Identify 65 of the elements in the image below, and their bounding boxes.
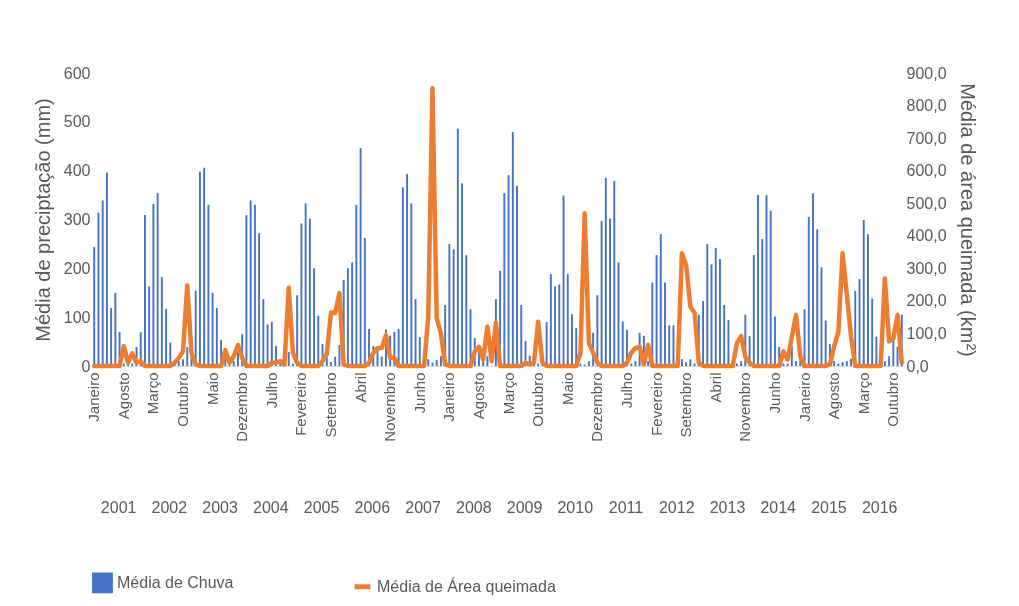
text: 2014 — [760, 499, 797, 516]
y-axis-title: Média de preciptação (mm) — [31, 98, 54, 342]
text: 2002 — [151, 499, 188, 516]
text: 2001 — [100, 499, 137, 516]
x-tick-label: Outubro — [529, 372, 547, 427]
text: 2006 — [354, 499, 391, 516]
x-tick-label: Julho — [262, 372, 280, 409]
text: 2011 — [608, 499, 644, 516]
text: 2009 — [506, 499, 543, 516]
y2-tick-label: 900,0 — [906, 64, 947, 82]
x-tick-label: Agosto — [469, 372, 487, 420]
x-tick-label: Março — [499, 372, 517, 415]
y2-tick-label: 400,0 — [906, 227, 947, 245]
x-tick-label: Julho — [617, 372, 635, 409]
x-tick-label: Março — [854, 372, 872, 415]
x-tick-label: Janeiro — [440, 372, 458, 422]
y2-axis-title: Média de área queimada (km²) — [956, 83, 979, 357]
x-tick-label: Abril — [351, 372, 369, 403]
y2-tick-label: 600,0 — [906, 162, 947, 180]
text: 2007 — [405, 499, 441, 516]
y-tick-label: 100 — [63, 308, 91, 326]
text: 2015 — [811, 499, 847, 516]
x-tick-label: Setembro — [321, 372, 339, 438]
y-tick-label: 300 — [63, 211, 91, 228]
y-tick-label: 0 — [81, 357, 91, 375]
x-tick-label: Dezembro — [588, 372, 606, 442]
y2-tick-label: 0,0 — [906, 357, 929, 375]
text: 2013 — [709, 499, 746, 516]
x-tick-label: Agosto — [114, 372, 132, 420]
y2-tick-label: 300,0 — [906, 259, 947, 277]
x-tick-label: Abril — [706, 372, 724, 403]
y2-tick-label: 100,0 — [906, 324, 947, 342]
x-tick-label: Janeiro — [795, 372, 813, 422]
text: 2003 — [202, 499, 239, 516]
y-tick-label: 600 — [63, 64, 91, 82]
x-tick-label: Junho — [765, 372, 783, 414]
y-tick-label: 200 — [63, 259, 91, 277]
x-tick-label: Maio — [558, 372, 576, 406]
y2-tick-label: 500,0 — [906, 194, 947, 212]
x-tick-label: Novembro — [736, 372, 754, 442]
text: 2008 — [456, 499, 492, 516]
x-tick-label: Junho — [410, 372, 428, 414]
legend-label: Média de Chuva — [117, 573, 234, 591]
x-tick-label: Dezembro — [233, 372, 251, 442]
x-tick-label: Outubro — [174, 372, 192, 427]
y-tick-label: 500 — [63, 113, 91, 131]
legend-label: Média de Área queimada — [377, 576, 556, 595]
x-tick-label: Agosto — [825, 372, 843, 420]
text: 2012 — [658, 499, 695, 516]
y2-tick-label: 200,0 — [906, 292, 947, 310]
y2-tick-label: 800,0 — [906, 97, 947, 115]
x-tick-label: Novembro — [381, 372, 399, 442]
y-tick-label: 400 — [63, 162, 91, 180]
x-tick-label: Fevereiro — [647, 372, 665, 436]
text: 2005 — [303, 499, 340, 516]
x-tick-label: Janeiro — [85, 372, 103, 422]
x-tick-label: Setembro — [677, 372, 695, 438]
x-tick-label: Fevereiro — [292, 372, 310, 436]
text: 2004 — [253, 499, 289, 516]
x-tick-label: Maio — [203, 372, 221, 406]
text: 2010 — [557, 499, 594, 516]
x-tick-label: Outubro — [884, 372, 902, 427]
text: 2016 — [861, 499, 898, 516]
x-tick-label: Março — [144, 372, 162, 415]
y2-tick-label: 700,0 — [906, 129, 947, 147]
